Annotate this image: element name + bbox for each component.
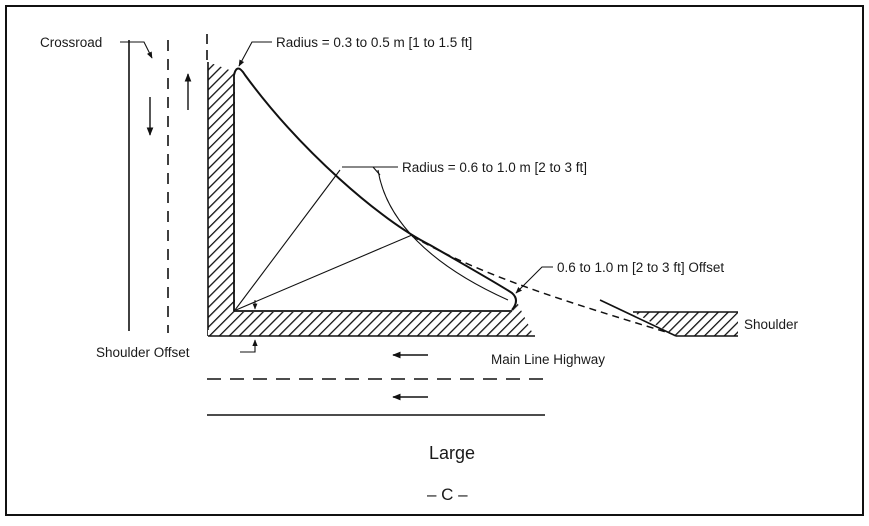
large-radius-arc [377, 169, 509, 301]
right-shoulder-hatch [633, 312, 738, 336]
shoulder-offset-leader [240, 339, 258, 353]
radius-large-leader-tail [372, 166, 381, 176]
main-line-highway-label: Main Line Highway [491, 352, 605, 367]
shoulder-offset-label: Shoulder Offset [96, 345, 190, 360]
radius-line-large-upper [234, 169, 341, 311]
caption-size: Large [429, 443, 475, 463]
radius-small-leader [238, 41, 272, 67]
radius-large-label: Radius = 0.6 to 1.0 m [2 to 3 ft] [402, 160, 587, 175]
radius-small-label: Radius = 0.3 to 0.5 m [1 to 1.5 ft] [276, 35, 472, 50]
offset-leader [515, 266, 553, 294]
right-shoulder-taper-line [599, 299, 677, 337]
mainline-shoulder-hatch [208, 300, 534, 336]
island-hypotenuse-curve [233, 67, 517, 311]
crossroad-label: Crossroad [40, 35, 102, 50]
crossroad-shoulder-hatch [208, 62, 235, 335]
offset-dashed-curve [411, 235, 677, 336]
radius-line-large-lower [235, 234, 413, 311]
crossroad-leader [120, 41, 153, 59]
offset-label: 0.6 to 1.0 m [2 to 3 ft] Offset [557, 260, 724, 275]
figure-border [5, 5, 864, 516]
shoulder-label: Shoulder [744, 317, 799, 332]
caption-letter: – C – [427, 485, 468, 504]
